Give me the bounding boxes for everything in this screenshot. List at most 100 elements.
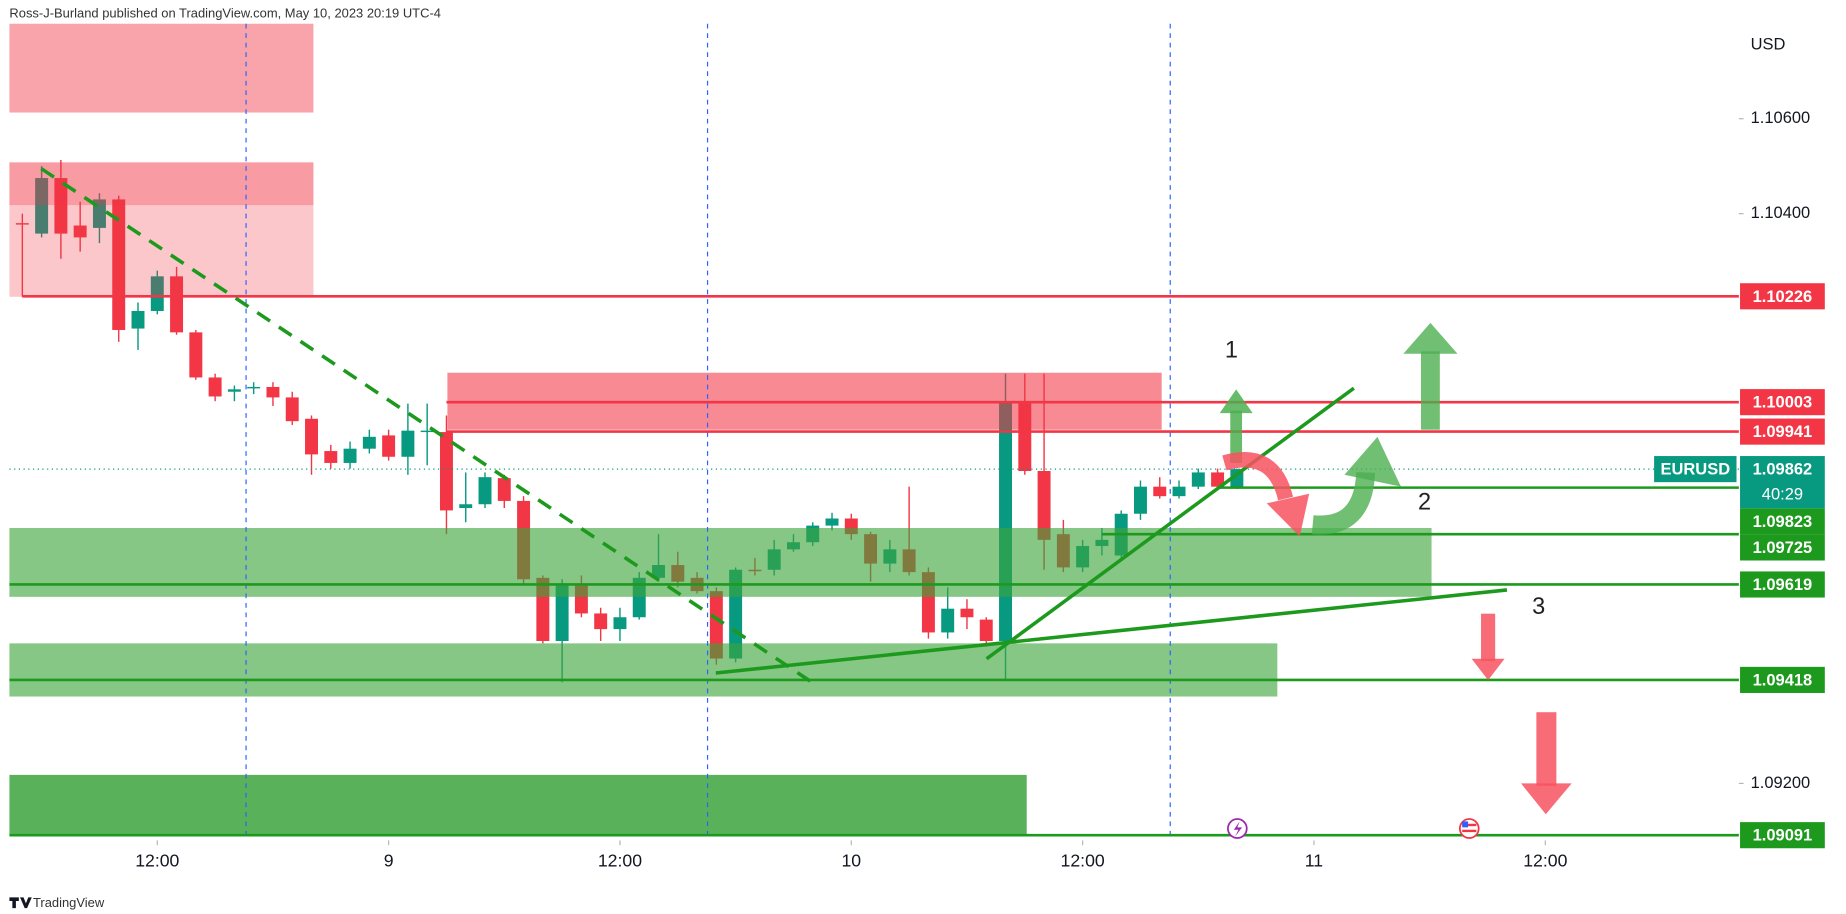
event-icons [1227, 818, 1480, 839]
candle-body [247, 386, 261, 389]
axes: 1.10600 1.10400 1.09200 12:00 9 12:00 10 12:00 1… [135, 108, 1825, 870]
candle-body [979, 619, 993, 641]
candle-body [324, 451, 338, 463]
level-label-box [1740, 822, 1825, 849]
trend-line [715, 588, 1508, 675]
level-label: 1.09619 [1753, 575, 1813, 594]
levels [9, 294, 1739, 837]
level-label: 1.09823 [1753, 512, 1813, 531]
candle-body [54, 178, 68, 234]
y-tick-label: 1.09200 [1751, 773, 1811, 792]
candle-body [189, 332, 203, 378]
currency-label: USD [1751, 34, 1786, 53]
candle-body [1153, 486, 1167, 497]
event-icon [1462, 829, 1477, 833]
level-label: 1.09941 [1753, 422, 1813, 441]
zone [9, 774, 1027, 835]
zone [9, 643, 1278, 697]
x-tick-label: 12:00 [135, 850, 179, 870]
candle-body [266, 386, 280, 398]
candle-body [73, 225, 87, 238]
drawings: 1 2 3 [40, 167, 1572, 815]
level-label-box [1740, 534, 1825, 561]
candle-body [150, 276, 164, 311]
x-tick-label: 12:00 [598, 850, 642, 870]
level-label: 1.10003 [1753, 393, 1813, 412]
annotation: 1 [1225, 338, 1238, 364]
level-label-box [1740, 283, 1825, 310]
candle-body [1211, 472, 1225, 487]
arrow-down [1521, 712, 1572, 815]
candle-body [594, 613, 608, 630]
level-label-box [1740, 389, 1825, 416]
footer: TradingView [33, 895, 105, 910]
curved-arrow [1222, 452, 1310, 537]
zone [9, 162, 314, 297]
level-label-box [1740, 666, 1825, 693]
candle-body [439, 432, 453, 511]
level-label: 1.09091 [1753, 826, 1813, 845]
x-tick-label: 9 [384, 850, 394, 870]
candle-body [709, 591, 723, 659]
level-label: 1.09725 [1753, 538, 1813, 557]
trend-line [985, 386, 1355, 661]
annotation: 3 [1532, 594, 1545, 620]
zone [9, 23, 314, 113]
candle-body [343, 448, 357, 463]
candle-body [362, 436, 376, 449]
annotation: 2 [1418, 489, 1431, 515]
event-icon [1462, 823, 1477, 827]
last-price-box [1740, 456, 1825, 509]
candle-body [825, 518, 839, 526]
level-label: 1.10226 [1753, 287, 1813, 306]
last-price-label: 1.09862 [1753, 460, 1813, 479]
symbol-label: EURUSD [1661, 460, 1731, 479]
candle-body [1191, 472, 1205, 487]
arrow-down [1471, 613, 1505, 681]
candle-body [15, 223, 29, 225]
level-label: 1.09418 [1753, 670, 1813, 689]
candle-body [613, 617, 627, 630]
candle-body [1037, 471, 1051, 540]
zone [9, 162, 314, 206]
countdown-label: 40:29 [1762, 485, 1803, 504]
candle-body [208, 377, 222, 397]
curved-arrow [1311, 436, 1401, 535]
x-tick-label: 12:00 [1061, 850, 1105, 870]
x-tick-label: 11 [1305, 850, 1323, 870]
zone [9, 527, 1432, 597]
candle-body [170, 276, 184, 333]
level-label-box [1740, 508, 1825, 535]
arrow-up [1219, 389, 1253, 463]
candle-body [497, 478, 511, 501]
symbol-box [1654, 456, 1737, 483]
y-tick-label: 1.10400 [1751, 203, 1811, 222]
candle-body [131, 310, 145, 329]
candle-body [305, 418, 318, 455]
event-icon [1233, 821, 1243, 837]
level-label-box [1740, 571, 1825, 598]
candle-body [1133, 486, 1147, 514]
zones [9, 23, 1432, 835]
candle-body [420, 430, 434, 433]
candle-body [555, 584, 569, 641]
header: Ross-J-Burland published on TradingView.… [9, 6, 441, 21]
candle-body [941, 608, 955, 633]
event-icon [1462, 821, 1469, 828]
candle-body [1172, 486, 1186, 497]
candle-body [960, 608, 974, 618]
x-tick-label: 12:00 [1523, 850, 1567, 870]
candle-body [35, 178, 49, 234]
candle-body [227, 389, 241, 392]
candle-body [285, 397, 299, 422]
footer-logo [9, 897, 32, 909]
x-tick-label: 10 [841, 850, 861, 870]
y-tick-label: 1.10600 [1751, 108, 1811, 127]
candle-body [401, 430, 415, 457]
candle-body [478, 477, 492, 505]
level-label-box [1740, 418, 1825, 445]
candle-body [999, 401, 1012, 641]
candle-body [459, 504, 473, 509]
